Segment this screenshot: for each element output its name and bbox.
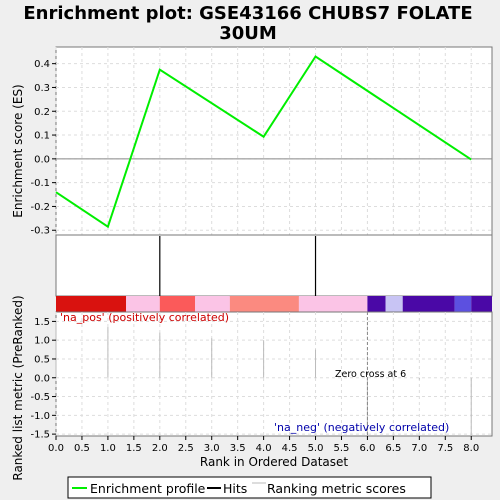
rank-x-axis: 0.0 0.5 1.0 1.5 2.0 2.5 3.0 3.5 4.0 4.5 5.0 5.5 6.0 6… xyxy=(48,436,479,454)
es-y-tick-label: -0.2 xyxy=(30,202,50,213)
metric-y-tick-label: 1.0 xyxy=(34,336,50,347)
heat-bar-segment xyxy=(126,296,160,312)
x-tick-label: 8.0 xyxy=(463,443,479,454)
x-tick-label: 3.0 xyxy=(204,443,220,454)
es-y-tick-label: 0.1 xyxy=(34,131,50,142)
x-tick-label: 1.0 xyxy=(100,443,116,454)
positive-correlation-label: 'na_pos' (positively correlated) xyxy=(60,311,229,324)
metric-y-axis: 1.5 1.0 0.5 0.0 -0.5 -1.0 -1.5 xyxy=(30,317,56,441)
heat-bar-segment xyxy=(298,296,368,312)
heat-bar-segment xyxy=(454,296,472,312)
enrichment-profile-line xyxy=(55,55,472,229)
heat-bar-segment xyxy=(195,296,230,312)
es-y-axis-label: Enrichment score (ES) xyxy=(11,84,25,217)
x-tick-label: 6.5 xyxy=(385,443,401,454)
heat-bar-segment xyxy=(385,296,403,312)
es-y-tick-label: -0.3 xyxy=(30,226,50,237)
metric-y-tick-label: 0.0 xyxy=(34,373,50,384)
heat-bar-segment xyxy=(56,296,127,312)
hits-panel xyxy=(55,234,493,297)
chart-title-line-1: Enrichment plot: GSE43166 CHUBS7 FOLATE xyxy=(23,3,472,24)
metric-y-tick-label: -1.0 xyxy=(30,411,50,422)
chart-title-line-2: 30UM xyxy=(219,23,277,44)
legend-hits-label: Hits xyxy=(223,481,247,496)
es-y-tick-label: 0.2 xyxy=(34,107,50,118)
metric-y-tick-label: -0.5 xyxy=(30,392,50,403)
heat-bar-segment xyxy=(402,296,455,312)
metric-plot-area xyxy=(55,311,493,437)
x-tick-label: 2.0 xyxy=(152,443,168,454)
ranking-heat-bar xyxy=(56,296,492,312)
x-tick-label: 0.0 xyxy=(48,443,64,454)
metric-y-axis-label: Ranked list metric (PreRanked) xyxy=(11,295,25,480)
x-tick-label: 2.5 xyxy=(178,443,194,454)
ranking-metric-bars xyxy=(55,321,472,436)
negative-correlation-label: 'na_neg' (negatively correlated) xyxy=(274,421,449,434)
heat-bar-segment xyxy=(471,296,492,312)
metric-panel: 'na_pos' (positively correlated) Zero cr… xyxy=(11,295,493,481)
es-y-tick-label: -0.1 xyxy=(30,178,50,189)
legend: Enrichment profile Hits Ranking metric s… xyxy=(67,476,432,499)
metric-y-tick-label: 1.5 xyxy=(34,317,50,328)
legend-ranking-label: Ranking metric scores xyxy=(267,481,406,496)
hits-area xyxy=(55,234,493,297)
es-y-tick-label: 0.4 xyxy=(34,59,50,70)
zero-cross-label: Zero cross at 6 xyxy=(335,369,406,380)
legend-box xyxy=(67,476,432,499)
metric-y-tick-label: -1.5 xyxy=(30,430,50,441)
x-tick-label: 1.5 xyxy=(126,443,142,454)
es-gridlines xyxy=(55,47,492,235)
x-tick-label: 7.5 xyxy=(437,443,453,454)
es-panel: 0.4 0.3 0.2 0.1 0.0 -0.1 -0.2 -0.3 Enrichment s… xyxy=(11,46,493,237)
hit-marks xyxy=(159,236,317,296)
heat-bar-segment xyxy=(159,296,196,312)
x-tick-label: 3.5 xyxy=(230,443,246,454)
heat-bar-segment xyxy=(229,296,299,312)
x-tick-label: 7.0 xyxy=(411,443,427,454)
es-y-axis: 0.4 0.3 0.2 0.1 0.0 -0.1 -0.2 -0.3 xyxy=(30,59,56,237)
x-tick-label: 6.0 xyxy=(359,443,375,454)
es-y-tick-label: 0.0 xyxy=(34,154,50,165)
metric-y-tick-label: 0.5 xyxy=(34,354,50,365)
x-tick-label: 5.0 xyxy=(308,443,324,454)
x-axis-label: Rank in Ordered Dataset xyxy=(200,455,348,469)
heat-bar-segment xyxy=(367,296,386,312)
x-tick-label: 0.5 xyxy=(74,443,90,454)
es-y-tick-label: 0.3 xyxy=(34,83,50,94)
x-tick-label: 5.5 xyxy=(334,443,350,454)
x-tick-label: 4.5 xyxy=(282,443,298,454)
legend-enrichment-label: Enrichment profile xyxy=(90,481,206,496)
x-tick-label: 4.0 xyxy=(256,443,272,454)
